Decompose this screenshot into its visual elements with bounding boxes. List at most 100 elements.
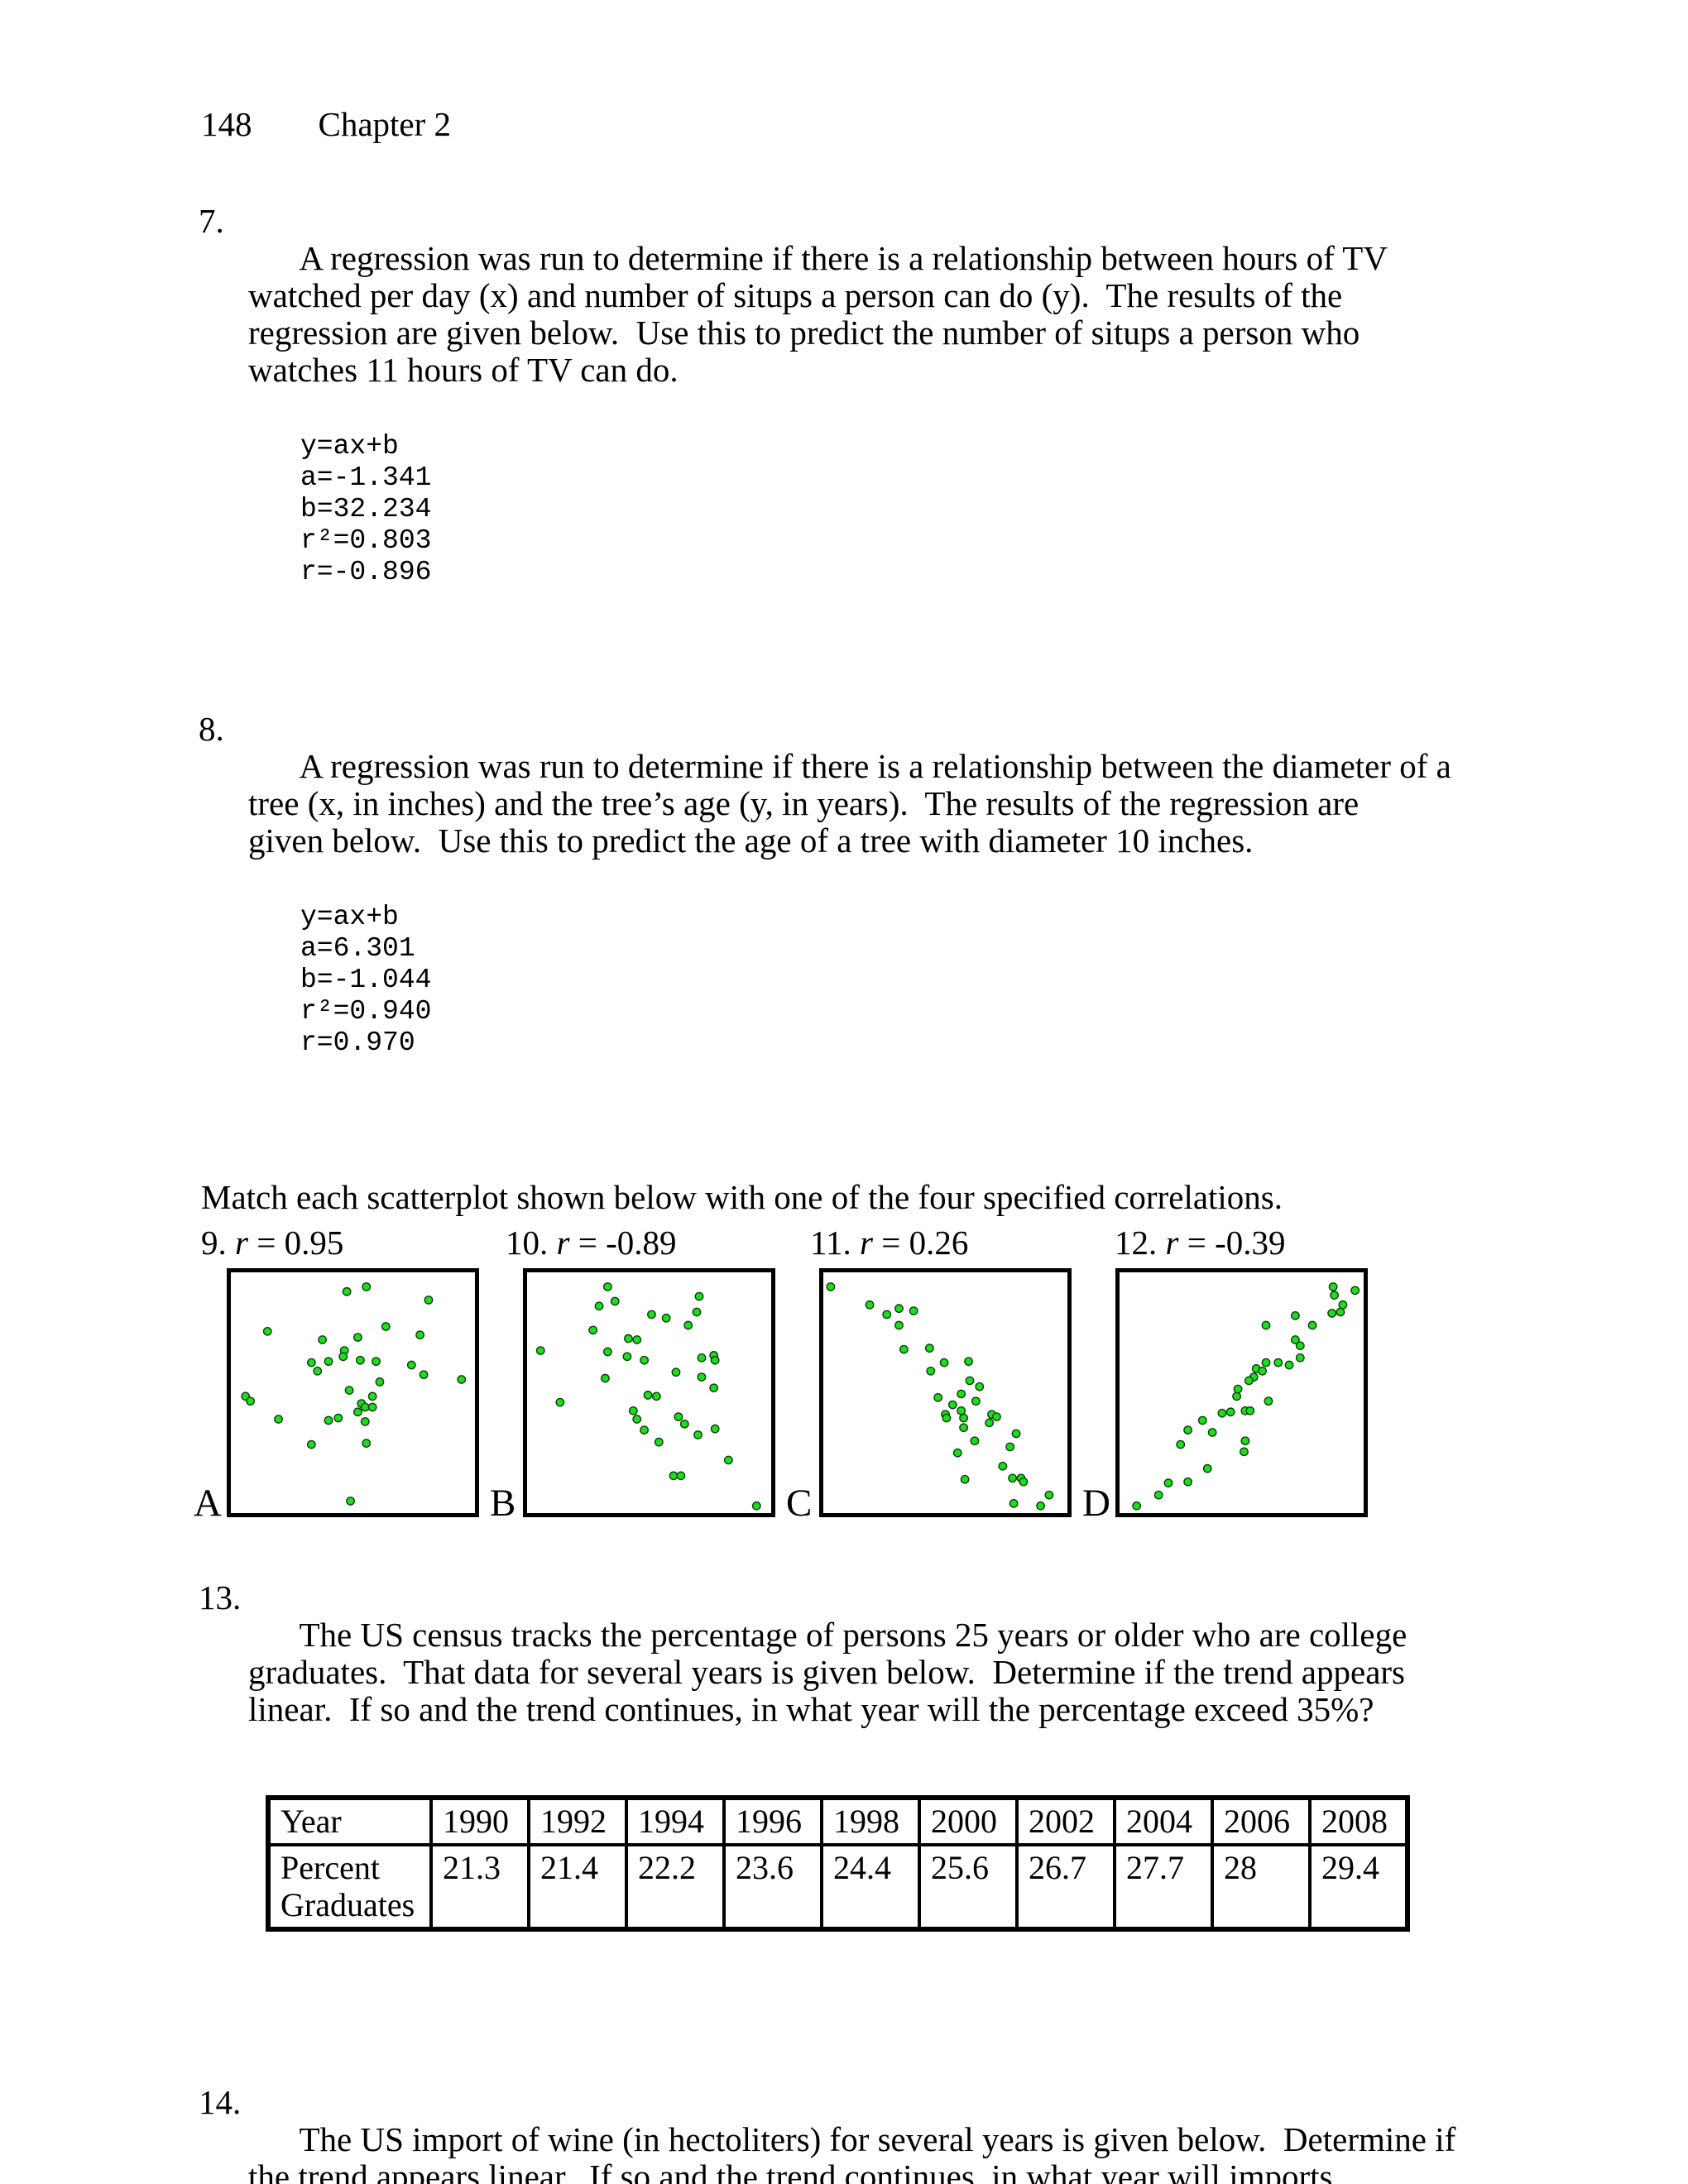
table-cell: 2006 [1211, 1796, 1312, 1846]
table-cell: 28 [1211, 1843, 1312, 1931]
scatter-point [693, 1308, 700, 1315]
correlation-item-12: 12. r = -0.39 [1115, 1224, 1419, 1262]
scatter-point [710, 1384, 717, 1391]
scatter-point [1339, 1301, 1346, 1309]
scatter-point [927, 1367, 934, 1375]
plot-frame-d [1115, 1268, 1368, 1517]
plot-frame-a [227, 1268, 479, 1517]
scatter-point [1292, 1312, 1299, 1320]
r-variable: r [859, 1224, 873, 1262]
correlation-item-11: 11. r = 0.26 [810, 1224, 1115, 1262]
scatter-point [420, 1371, 427, 1378]
scatter-point [976, 1383, 983, 1391]
r-variable: r [235, 1224, 248, 1262]
scatter-chart-c [823, 1272, 1067, 1513]
scatter-point [895, 1321, 903, 1329]
scatter-point [324, 1416, 332, 1424]
scatter-point [669, 1472, 677, 1479]
scatter-point [1274, 1358, 1282, 1366]
scatter-point [1233, 1392, 1240, 1400]
page-header: 148 Chapter 2 [201, 106, 1597, 143]
row-header: Year [266, 1796, 433, 1846]
regression-output: y=ax+b a=6.301 b=-1.044 r²=0.940 r=0.970 [300, 902, 432, 1058]
graduates-table: Year 1990 1992 1994 1996 1998 2000 2002 2004 200… [266, 1795, 1410, 1932]
scatter-point [416, 1331, 424, 1339]
table-cell: 1992 [527, 1796, 628, 1846]
scatterplot-row: A B C D [194, 1268, 1597, 1525]
scatter-point [999, 1463, 1006, 1470]
scatter-point [1297, 1342, 1304, 1349]
scatter-chart-d [1120, 1272, 1364, 1513]
plot-label-a: A [194, 1482, 222, 1525]
r-value: = -0.89 [569, 1224, 677, 1262]
scatter-point [1329, 1283, 1336, 1291]
scatter-point [640, 1426, 648, 1434]
scatter-point [424, 1296, 432, 1304]
problem-7: 7. A regression was run to determine if … [199, 203, 1597, 663]
scatter-point [1240, 1448, 1248, 1455]
scatter-chart-b [527, 1272, 771, 1513]
scatter-point [827, 1283, 834, 1291]
scatter-point [1245, 1377, 1253, 1384]
match-instruction: Match each scatterplot shown below with … [201, 1178, 1283, 1216]
r-variable: r [556, 1224, 570, 1262]
table-cell: 21.3 [429, 1843, 530, 1931]
scatter-point [1012, 1430, 1019, 1437]
scatter-point [1009, 1500, 1017, 1507]
table-cell: 2002 [1015, 1796, 1116, 1846]
scatter-point [653, 1392, 660, 1400]
scatter-point [681, 1420, 688, 1428]
scatter-point [604, 1348, 611, 1355]
scatter-point [362, 1418, 369, 1425]
scatter-point [695, 1292, 703, 1300]
scatter-point [957, 1407, 965, 1415]
scatter-point [711, 1357, 718, 1364]
scatter-point [965, 1358, 972, 1365]
scatter-point [1308, 1321, 1316, 1329]
scatter-point [1328, 1310, 1336, 1317]
page-number: 148 [201, 105, 252, 143]
scatter-point [648, 1310, 655, 1318]
scatter-point [1227, 1408, 1235, 1415]
scatter-point [633, 1336, 640, 1343]
table-row: Percent Graduates 21.3 21.4 22.2 23.6 24.4 25… [266, 1843, 1409, 1931]
scatter-point [1208, 1429, 1216, 1436]
scatter-point [725, 1456, 732, 1463]
plot-label-c: C [786, 1482, 813, 1525]
r-value: = 0.26 [872, 1224, 969, 1262]
scatter-point [972, 1397, 980, 1405]
scatter-point [458, 1376, 465, 1383]
scatter-point [382, 1323, 390, 1330]
scatter-point [942, 1414, 950, 1421]
scatter-point [753, 1502, 760, 1510]
scatter-point [1234, 1385, 1241, 1392]
scatter-point [985, 1419, 993, 1426]
scatter-point [677, 1472, 684, 1479]
scatter-point [362, 1283, 370, 1291]
scatter-point [1177, 1440, 1184, 1448]
scatter-point [1184, 1426, 1192, 1434]
correlation-items: 9. r = 0.95 10. r = -0.89 11. r = 0.26 1… [201, 1224, 1597, 1262]
problem-text-wrap: The US census tracks the percentage of p… [248, 1579, 1597, 2006]
scatter-point [308, 1358, 315, 1366]
scatter-point [1203, 1465, 1211, 1473]
scatter-point [949, 1401, 957, 1408]
scatter-point [1259, 1367, 1266, 1375]
scatter-point [1045, 1492, 1053, 1499]
scatter-point [368, 1392, 376, 1400]
scatter-point [909, 1307, 917, 1315]
scatter-point [1246, 1407, 1254, 1415]
scatter-point [1264, 1397, 1272, 1405]
scatter-point [1262, 1321, 1269, 1329]
plot-label-d: D [1082, 1482, 1110, 1525]
problem-text: A regression was run to determine if the… [248, 747, 1451, 860]
scatter-point [1331, 1291, 1338, 1299]
r-variable: r [1165, 1224, 1179, 1262]
scatter-point [537, 1347, 544, 1354]
scatter-point [1199, 1416, 1206, 1424]
scatter-point [589, 1326, 597, 1334]
table-cell: 26.7 [1015, 1843, 1116, 1931]
problem-text: The US census tracks the percentage of p… [248, 1616, 1407, 1728]
scatter-point [376, 1378, 383, 1386]
scatter-chart-a [231, 1272, 475, 1513]
